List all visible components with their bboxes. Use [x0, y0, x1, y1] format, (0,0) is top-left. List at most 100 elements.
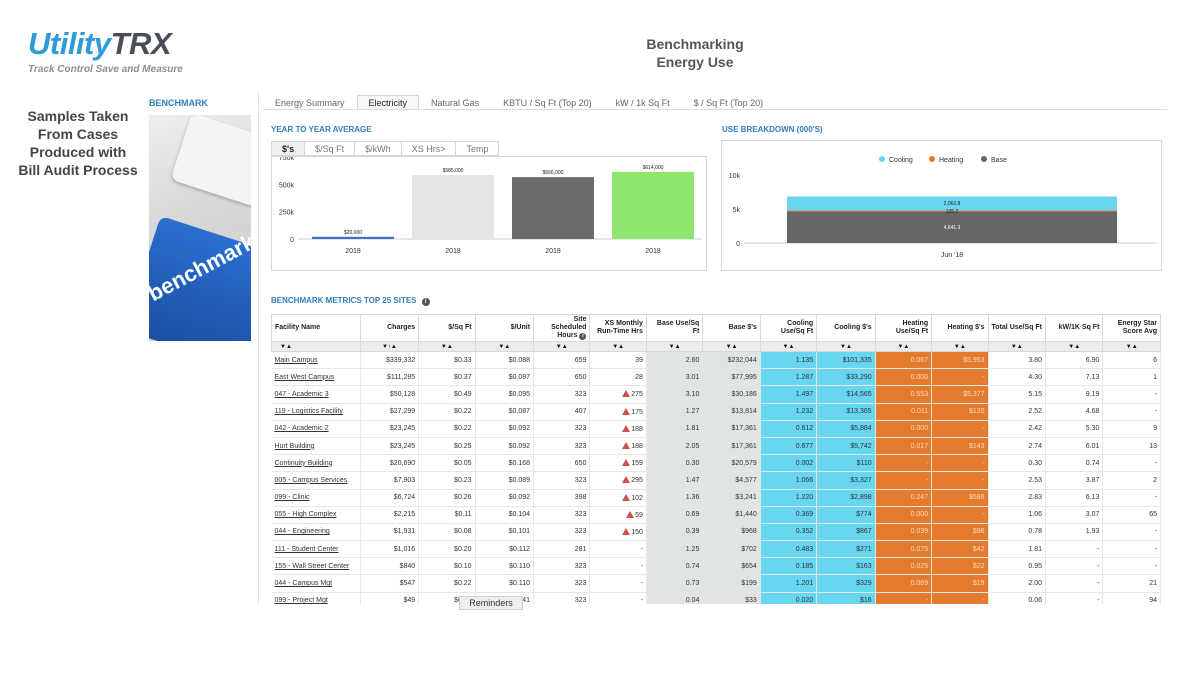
- column-header-cooling-s[interactable]: Cooling $'s: [816, 314, 876, 342]
- column-header-charges[interactable]: Charges: [359, 314, 420, 342]
- cell-cooling-use-sq-ft: 0.483: [760, 540, 818, 559]
- cell-base-s: $968: [702, 523, 761, 542]
- facility-link[interactable]: 044 - Campus Mgt: [271, 574, 361, 593]
- cell-kw-1k-sq-ft: 6.90: [1045, 351, 1104, 370]
- yoy-tab-xs-hrs[interactable]: XS Hrs>: [401, 141, 457, 156]
- sort-toggle-total-use-sq-ft[interactable]: ▼▲: [987, 341, 1046, 352]
- column-header-sq-ft[interactable]: $/Sq Ft: [418, 314, 476, 342]
- sort-controls-row: ▼▲ ▼↑▲ ▼▲ ▼▲ ▼▲ ▼▲ ▼▲ ▼▲ ▼▲ ▼▲ ▼▲ ▼▲ ▼▲ ▼▲ ▼▲: [271, 341, 1161, 352]
- tab-kbtu-sq-ft-top-20[interactable]: KBTU / Sq Ft (Top 20): [503, 98, 592, 108]
- use-bar-heating-label: 135.2: [946, 209, 959, 215]
- bottom-mask: [258, 604, 1168, 677]
- tab-natural-gas[interactable]: Natural Gas: [431, 98, 480, 108]
- facility-link[interactable]: 042 - Academic 2: [271, 420, 361, 438]
- column-header-cooling-use-sq-ft[interactable]: Cooling Use/Sq Ft: [759, 314, 818, 342]
- column-header-energy-star-score-avg[interactable]: Energy Star Score Avg: [1102, 314, 1161, 342]
- sort-toggle-unit[interactable]: ▼▲: [474, 341, 535, 352]
- cell-base-s: $77,995: [702, 368, 761, 387]
- facility-link[interactable]: 005 - Campus Services: [271, 471, 361, 490]
- cell-energy-star-score-avg: -: [1102, 523, 1161, 542]
- column-header-heating-s[interactable]: Heating $'s: [931, 314, 989, 342]
- info-icon[interactable]: i: [579, 333, 587, 340]
- column-header-kw-1k-sq-ft[interactable]: kW/1K Sq Ft: [1044, 314, 1104, 342]
- column-header-facility-name[interactable]: Facility Name: [271, 314, 361, 342]
- column-header-xs-monthly-run-time-hrs[interactable]: XS Monthly Run-Time Hrs: [589, 314, 647, 342]
- sort-toggle-heating-use-sq-ft[interactable]: ▼▲: [874, 341, 933, 352]
- cell-heating-use-sq-ft: 0.017: [875, 437, 933, 456]
- yoy-category-label: 2018: [645, 248, 661, 255]
- yoy-tab-s[interactable]: $'s: [271, 141, 306, 156]
- tab-electricity[interactable]: Electricity: [356, 95, 420, 110]
- sort-toggle-sq-ft[interactable]: ▼▲: [418, 341, 476, 352]
- tab-kw-1k-sq-ft[interactable]: kW / 1k Sq Ft: [615, 98, 670, 108]
- facility-link[interactable]: East West Campus: [271, 368, 361, 387]
- yoy-tab-kwh[interactable]: $/kWh: [355, 141, 402, 156]
- cell-energy-star-score-avg: -: [1102, 489, 1161, 507]
- facility-link[interactable]: 099 - Clinic: [271, 489, 361, 507]
- facility-link[interactable]: Hurt Building: [271, 437, 361, 456]
- facility-link[interactable]: 111 - Student Center: [271, 540, 361, 559]
- sort-toggle-cooling-s[interactable]: ▼▲: [816, 341, 876, 352]
- facility-link[interactable]: Continuity Building: [271, 454, 361, 473]
- legend-base-label: Base: [991, 157, 1007, 164]
- cell-xs-monthly-run-time-hrs-warning: 295: [589, 471, 647, 490]
- sort-toggle-energy-star-score-avg[interactable]: ▼▲: [1102, 341, 1161, 352]
- facility-link[interactable]: Main Campus: [271, 351, 361, 370]
- cell-unit: $0.112: [475, 540, 535, 559]
- yoy-bar-data-label: $614,000: [643, 165, 664, 171]
- logo-wordmark: UtilityTRX: [28, 26, 228, 62]
- yoy-tab-temp[interactable]: Temp: [456, 141, 500, 156]
- cell-unit: $0.095: [475, 385, 535, 404]
- tab-energy-summary[interactable]: Energy Summary: [275, 98, 345, 108]
- column-header-base-s[interactable]: Base $'s: [702, 314, 761, 342]
- yoy-tab-sq-ft[interactable]: $/Sq Ft: [305, 141, 356, 156]
- cell-base-use-sq-ft: 3.01: [646, 368, 704, 387]
- column-header-base-use-sq-ft[interactable]: Base Use/Sq Ft: [645, 314, 704, 342]
- samples-note: Samples Taken From Cases Produced with B…: [8, 107, 148, 179]
- dashboard-app: Energy Summary Electricity Natural Gas KBTU…: [258, 92, 1168, 610]
- facility-link[interactable]: 119 - Logistics Facility: [271, 403, 361, 421]
- column-header-unit[interactable]: $/Unit: [474, 314, 535, 342]
- column-header-total-use-sq-ft[interactable]: Total Use/Sq Ft: [987, 314, 1046, 342]
- cell-sq-ft: $0.22: [418, 403, 476, 421]
- sort-toggle-kw-1k-sq-ft[interactable]: ▼▲: [1044, 341, 1104, 352]
- cell-heating-use-sq-ft: 0.039: [875, 523, 933, 542]
- tab-sq-ft-top-20[interactable]: $ / Sq Ft (Top 20): [693, 98, 764, 108]
- sort-toggle-facility-name[interactable]: ▼▲: [271, 341, 361, 352]
- table-row: Hurt Building $23,245 $0.25 $0.092 323 188 2.0…: [271, 437, 1161, 456]
- cell-base-use-sq-ft: 1.47: [646, 471, 704, 490]
- cell-kw-1k-sq-ft: -: [1045, 540, 1104, 559]
- cell-cooling-use-sq-ft: 1.232: [760, 403, 818, 421]
- sort-toggle-xs-monthly-run-time-hrs[interactable]: ▼▲: [589, 341, 647, 352]
- warning-icon: [622, 493, 631, 501]
- table-row: 099 - Clinic $6,724 $0.26 $0.092 398 102 1.36 $…: [271, 489, 1161, 507]
- column-header-site-scheduled-hours[interactable]: Site Scheduled Hours i: [533, 314, 591, 342]
- facility-link[interactable]: 055 - High Complex: [271, 506, 361, 524]
- sort-toggle-charges[interactable]: ▼↑▲: [359, 341, 420, 352]
- table-row: Main Campus $339,332 $0.33 $0.088 659 39 2.60 $…: [271, 351, 1161, 370]
- cell-cooling-use-sq-ft: 1.135: [760, 351, 818, 370]
- yoy-bar-chart: 750k 500k 250k 0 $20,000 2018 $585,000 2018 $566…: [279, 155, 702, 255]
- sort-toggle-base-s[interactable]: ▼▲: [702, 341, 761, 352]
- cell-cooling-s: $271: [816, 540, 876, 559]
- facility-link[interactable]: 047 - Academic 3: [271, 385, 361, 404]
- cell-cooling-s: $163: [816, 557, 876, 576]
- cell-site-scheduled-hours: 323: [533, 471, 591, 490]
- info-icon[interactable]: i: [421, 298, 430, 306]
- warning-icon: [622, 442, 631, 450]
- facility-link[interactable]: 044 - Engineering: [271, 523, 361, 542]
- cell-heating-use-sq-ft: -: [875, 471, 933, 490]
- cell-base-s: $13,814: [702, 403, 761, 421]
- cell-kw-1k-sq-ft: 3.07: [1045, 506, 1104, 524]
- reminders-button[interactable]: Reminders: [459, 596, 523, 610]
- cell-sq-ft: $0.10: [418, 557, 476, 576]
- column-header-heating-use-sq-ft[interactable]: Heating Use/Sq Ft: [874, 314, 933, 342]
- sort-toggle-heating-s[interactable]: ▼▲: [931, 341, 989, 352]
- facility-link[interactable]: 155 - Wall Street Center: [271, 557, 361, 576]
- cell-heating-use-sq-ft: -: [875, 454, 933, 473]
- sort-toggle-site-scheduled-hours[interactable]: ▼▲: [533, 341, 591, 352]
- sort-toggle-cooling-use-sq-ft[interactable]: ▼▲: [759, 341, 818, 352]
- sort-toggle-base-use-sq-ft[interactable]: ▼▲: [645, 341, 704, 352]
- cell-cooling-s: $33,290: [816, 368, 876, 387]
- logo-tagline: Track Control Save and Measure: [28, 64, 183, 75]
